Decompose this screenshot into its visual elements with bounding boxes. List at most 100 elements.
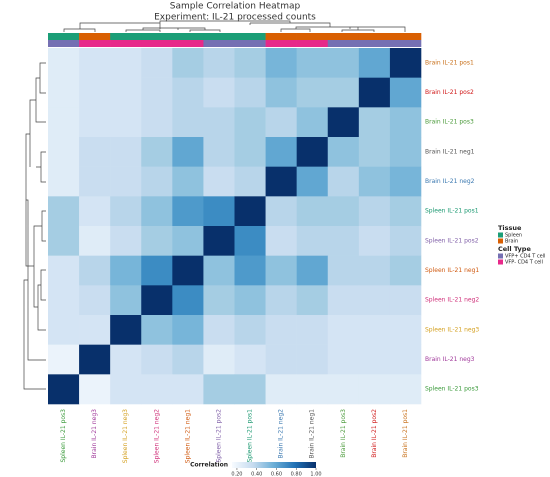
colorbar-tick-label: 0.40: [251, 472, 262, 477]
heatmap-cell: [389, 166, 422, 197]
heatmap-cell: [296, 48, 329, 78]
y-tick-label: Brain IL-21 neg2: [425, 178, 475, 185]
heatmap-cell: [234, 374, 266, 405]
legend-label: VFP- CD4 T cell: [505, 260, 543, 266]
annotation-cell: [172, 33, 204, 40]
annotation-cell: [327, 40, 360, 47]
heatmap-cell: [141, 77, 173, 108]
heatmap-cell: [327, 48, 360, 78]
heatmap-cell: [358, 374, 391, 405]
heatmap-cell: [79, 48, 111, 78]
heatmap-cell: [79, 285, 111, 316]
heatmap-cell: [296, 77, 329, 108]
heatmap-cell: [141, 166, 173, 197]
heatmap-cell: [110, 315, 142, 345]
heatmap-cell: [172, 315, 204, 345]
heatmap-cell: [389, 285, 422, 316]
annotation-cell: [389, 33, 422, 40]
heatmap-cell: [141, 374, 173, 405]
annotation-cell: [265, 40, 297, 47]
legend-label: VFP+ CD4 T cell: [505, 254, 545, 260]
heatmap-cell: [234, 137, 266, 167]
x-tick-label: Brain IL-21 pos3: [340, 409, 347, 458]
heatmap-cell: [172, 255, 204, 286]
heatmap-cell: [296, 255, 329, 286]
heatmap-cell: [110, 285, 142, 316]
heatmap: [48, 48, 422, 405]
heatmap-cell: [110, 137, 142, 167]
heatmap-cell: [110, 374, 142, 405]
heatmap-cell: [296, 166, 329, 197]
legend-swatch: [498, 238, 503, 244]
heatmap-cell: [48, 77, 80, 108]
y-tick-label: Brain IL-21 pos3: [425, 119, 474, 126]
colorbar: [232, 462, 316, 468]
heatmap-cell: [141, 255, 173, 286]
heatmap-cell: [79, 77, 111, 108]
heatmap-cell: [389, 315, 422, 345]
heatmap-cell: [79, 137, 111, 167]
annotation-cell: [327, 33, 360, 40]
heatmap-cell: [172, 166, 204, 197]
heatmap-cell: [327, 77, 360, 108]
annotation-cell: [79, 33, 111, 40]
legend-label: Brain: [505, 239, 518, 245]
heatmap-cell: [48, 255, 80, 286]
heatmap-cell: [172, 77, 204, 108]
chart-subtitle: Experiment: IL-21 processed counts: [154, 13, 316, 23]
heatmap-cell: [141, 107, 173, 138]
row-dendrogram: [23, 62, 46, 390]
heatmap-cell: [234, 226, 266, 256]
annotation-cell: [203, 40, 235, 47]
heatmap-cell: [327, 196, 360, 227]
heatmap-cell: [48, 166, 80, 197]
heatmap-cell: [327, 315, 360, 345]
heatmap-cell: [358, 48, 391, 78]
annotation-cell: [234, 33, 266, 40]
heatmap-cell: [265, 255, 297, 286]
annotation-cell: [172, 40, 204, 47]
heatmap-cell: [327, 374, 360, 405]
annotation-cell: [203, 33, 235, 40]
heatmap-cell: [327, 255, 360, 286]
x-tick-label: Brain IL-21 pos2: [371, 409, 378, 458]
heatmap-cell: [110, 226, 142, 256]
x-tick-label: Spleen IL-21 pos3: [60, 409, 67, 463]
heatmap-cell: [358, 226, 391, 256]
heatmap-cell: [327, 344, 360, 375]
annotation-cell: [110, 33, 142, 40]
y-tick-label: Spleen IL-21 pos1: [425, 208, 479, 215]
x-tick-label: Spleen IL-21 neg1: [184, 409, 191, 463]
heatmap-cell: [203, 285, 235, 316]
annotation-cell: [358, 33, 391, 40]
heatmap-cell: [358, 196, 391, 227]
heatmap-cell: [265, 48, 297, 78]
y-tick-label: Brain IL-21 neg3: [425, 356, 475, 363]
heatmap-cell: [358, 285, 391, 316]
heatmap-cell: [79, 344, 111, 375]
heatmap-cell: [389, 344, 422, 375]
x-tick-label: Brain IL-21 neg1: [309, 409, 316, 459]
colorbar-tick-label: 1.00: [310, 472, 321, 477]
annotation-cell: [389, 40, 422, 47]
y-tick-label: Brain IL-21 neg1: [425, 148, 475, 155]
annotation-cell: [358, 40, 391, 47]
heatmap-cell: [48, 344, 80, 375]
heatmap-cell: [234, 166, 266, 197]
heatmap-cell: [327, 285, 360, 316]
heatmap-cell: [296, 107, 329, 138]
heatmap-cell: [234, 48, 266, 78]
heatmap-cell: [48, 48, 80, 78]
heatmap-cell: [79, 226, 111, 256]
heatmap-cell: [79, 255, 111, 286]
heatmap-cell: [79, 107, 111, 138]
heatmap-cell: [234, 285, 266, 316]
heatmap-cell: [327, 107, 360, 138]
heatmap-cell: [358, 107, 391, 138]
heatmap-cell: [265, 374, 297, 405]
colorbar-tick-label: 0.20: [231, 472, 242, 477]
heatmap-cell: [172, 107, 204, 138]
heatmap-cell: [265, 166, 297, 197]
annotation-cell: [48, 40, 80, 47]
